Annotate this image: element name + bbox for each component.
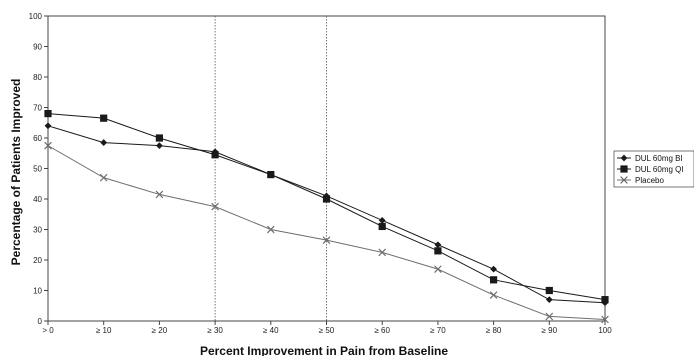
- data-point-square: [490, 276, 498, 284]
- data-point-square: [322, 195, 331, 203]
- data-point-diamond: [156, 142, 163, 150]
- y-axis-title: Percentage of Patients Improved: [9, 79, 23, 266]
- data-point-square: [601, 296, 609, 304]
- data-point-square: [545, 286, 553, 295]
- legend-label: DUL 60mg BI: [635, 154, 683, 163]
- data-point-diamond: [490, 265, 497, 273]
- data-point-square: [44, 110, 52, 118]
- data-point-diamond: [620, 154, 628, 162]
- data-point-x: [545, 312, 554, 321]
- y-tick-label: 60: [33, 134, 42, 143]
- data-point-x: [378, 248, 387, 257]
- data-point-x: [434, 265, 442, 273]
- x-tick-label: ≥ 10: [96, 326, 112, 335]
- data-point-diamond: [378, 216, 386, 224]
- data-point-x: [211, 202, 219, 211]
- y-tick-label: 90: [33, 43, 42, 52]
- x-tick-label: ≥ 80: [486, 326, 502, 335]
- series-square: [44, 110, 609, 304]
- series-layer: [44, 110, 609, 324]
- x-tick-label: ≥ 40: [263, 326, 279, 335]
- data-point-square: [100, 114, 108, 122]
- data-point-square: [267, 171, 275, 179]
- data-point-x: [322, 236, 331, 244]
- data-point-square: [211, 151, 219, 159]
- x-tick-label: > 0: [42, 326, 54, 335]
- data-point-square: [620, 165, 628, 173]
- y-tick-label: 0: [38, 317, 43, 326]
- y-tick-label: 40: [33, 195, 42, 204]
- data-point-diamond: [434, 241, 442, 249]
- x-axis: > 0 ≥ 10 ≥ 20 ≥ 30 ≥ 40 ≥ 50 ≥ 60 ≥ 70 ≥ 80 ≥ 90 1…: [42, 321, 612, 335]
- data-point-square: [378, 222, 386, 231]
- data-point-x: [266, 225, 275, 234]
- y-tick-label: 10: [33, 287, 42, 296]
- data-point-x: [99, 173, 108, 182]
- legend-label: Placebo: [635, 176, 664, 185]
- series-x: [44, 141, 609, 324]
- data-point-x: [44, 141, 52, 150]
- data-point-x: [489, 291, 498, 299]
- x-tick-label: ≥ 90: [542, 326, 558, 335]
- y-axis: 0 10 20 30 40 50 60 70 80 90 100: [29, 12, 48, 326]
- data-point-diamond: [44, 122, 52, 130]
- data-point-x: [620, 176, 628, 184]
- x-tick-label: ≥ 50: [319, 326, 335, 335]
- x-tick-label: ≥ 30: [207, 326, 223, 335]
- data-point-square: [155, 134, 163, 142]
- x-tick-label: ≥ 20: [152, 326, 168, 335]
- data-point-square: [434, 247, 442, 255]
- data-point-x: [601, 315, 609, 324]
- data-point-diamond: [100, 139, 108, 146]
- reference-lines: [214, 16, 327, 321]
- x-tick-label: ≥ 60: [374, 326, 390, 335]
- x-tick-label: ≥ 70: [430, 326, 446, 335]
- y-tick-label: 80: [33, 73, 42, 82]
- x-axis-title: Percent Improvement in Pain from Baselin…: [200, 344, 448, 356]
- y-tick-label: 50: [33, 165, 42, 174]
- legend-label: DUL 60mg QI: [635, 165, 684, 174]
- y-tick-label: 100: [29, 12, 43, 21]
- data-point-diamond: [545, 296, 553, 304]
- y-tick-label: 20: [33, 256, 42, 265]
- y-tick-label: 70: [33, 104, 42, 113]
- data-point-x: [155, 190, 164, 199]
- y-tick-label: 30: [33, 226, 42, 235]
- legend: DUL 60mg BI DUL 60mg QI Placebo: [613, 150, 694, 188]
- x-tick-label: 100: [598, 326, 612, 335]
